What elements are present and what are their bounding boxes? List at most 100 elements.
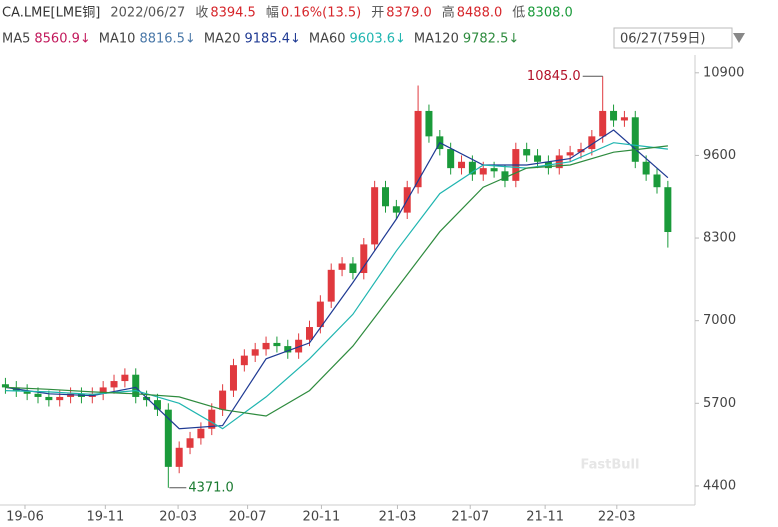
candle-body [327,269,335,302]
header-item: 8308.0 [527,6,573,21]
candle-body [197,428,205,439]
candle-body [240,355,248,366]
legend-name: MA120 [414,32,459,47]
candle-body [664,187,672,233]
candle-body [316,301,324,328]
candle-body [56,396,64,401]
x-tick-label: 21-07 [451,510,489,525]
candle-body [414,110,422,188]
header-item: CA.LME[LME铜] [2,6,100,21]
header-item: 0.16%(13.5) [281,6,361,21]
ma-line [5,129,669,430]
header-item: 幅 [266,6,279,21]
candle-body [208,409,216,429]
candle-body [610,110,618,121]
watermark: FastBull [581,458,640,473]
header-item: 低 [512,6,525,21]
candle-body [229,365,237,391]
candle-body [164,409,172,467]
candle-body [273,342,281,347]
candle-body [392,206,400,213]
candle-body [349,263,357,274]
annotation: 4371.0 [188,480,234,495]
candle-body [588,136,596,150]
x-tick-label: 22-03 [598,510,636,525]
header-item: 高 [442,5,455,21]
header-item: 开 [371,6,384,21]
legend-value: 9185.4↓ [244,32,300,47]
candle-body [132,374,140,397]
candle-body [534,155,542,162]
period[interactable]: 06/27(759日) [620,32,705,47]
candle-body [262,342,270,350]
candle-body [566,152,574,156]
x-tick-label: 20-03 [159,510,197,525]
header-item: 8488.0 [457,6,503,21]
candle-body [284,346,292,353]
candle-body [490,168,498,172]
x-tick-label: 20-07 [229,510,267,525]
candle-body [121,374,129,382]
candle-body [577,149,585,153]
candle-body [371,187,379,245]
candle-body [99,387,107,394]
candle-body [23,390,31,394]
candle-body [34,393,42,397]
candle-body [219,390,227,410]
candle-body [175,447,183,467]
legend-name: MA5 [2,32,30,47]
x-tick-label: 19-11 [86,510,124,525]
candle-body [186,438,194,448]
candle-body [599,110,607,137]
candle-body [153,400,161,410]
candle-body [653,174,661,188]
candle-body [45,396,53,401]
candle-body [523,149,531,156]
candle-body [305,327,313,340]
legend-name: MA10 [99,32,136,47]
x-tick-label: 21-03 [379,510,417,525]
header-item: 8394.5 [210,6,256,21]
y-tick-label: 4400 [703,478,736,493]
legend-name: MA20 [204,32,241,47]
dropdown-arrow[interactable] [733,33,745,43]
candle-body [479,168,487,175]
candle-body [620,117,628,121]
x-tick-label: 20-11 [303,510,341,525]
indicator-row: MA5 8560.9↓ MA10 8816.5↓ MA20 9185.4↓ MA60 9603… [2,32,519,47]
legend-value: 8816.5↓ [139,32,195,47]
candle-body [555,155,563,169]
legend-value: 9782.5↓ [463,32,519,47]
header-row: CA.LME[LME铜] 2022/06/27 收 8394.5 幅 0.16%(13.5… [2,5,573,21]
candle-body [67,393,75,397]
y-tick-label: 9600 [703,148,736,163]
annotation: 10845.0 [527,69,581,84]
header-item: 8379.0 [386,6,432,21]
y-tick-label: 5700 [703,396,736,411]
period-box[interactable] [613,27,733,49]
candle-body [468,161,476,175]
candle-body [458,161,466,169]
candle-body [338,263,346,270]
y-tick-label: 10900 [703,65,744,80]
candle-body [110,381,118,388]
candle-body [447,149,455,169]
y-tick-label: 8300 [703,231,736,246]
x-tick-label: 19-06 [6,510,44,525]
candle-body [382,187,390,207]
candle-body [642,161,650,175]
header-item: 2022/06/27 [110,6,185,21]
y-tick-label: 7000 [703,313,736,328]
x-tick-label: 21-11 [526,510,564,525]
candle-body [295,339,303,353]
header-item: 收 [195,6,208,21]
candle-body [251,349,259,356]
legend-value: 8560.9↓ [34,32,90,47]
candle-body [1,384,9,388]
candle-body [425,110,433,137]
legend-name: MA60 [309,32,346,47]
candle-body [360,244,368,274]
ma-line [5,145,668,417]
